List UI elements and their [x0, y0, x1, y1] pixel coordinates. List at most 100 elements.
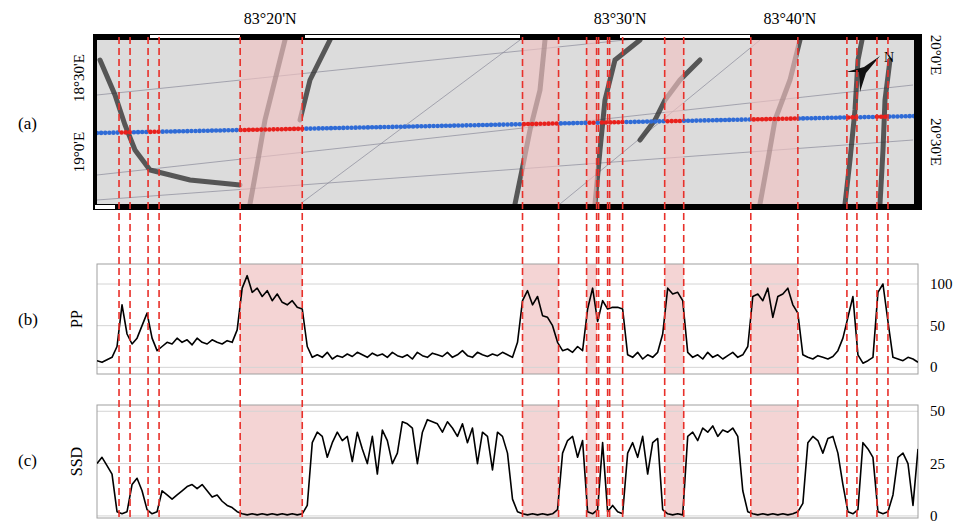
y-tick-label: 100: [930, 276, 953, 292]
track-point: [132, 130, 137, 135]
track-point: [862, 115, 867, 120]
track-point: [378, 125, 383, 130]
lead-boundary: [607, 37, 609, 518]
track-point: [567, 121, 572, 126]
track-point: [702, 118, 707, 123]
track-point: [169, 129, 174, 134]
north-label: N: [884, 50, 894, 65]
track-point: [509, 122, 514, 127]
lead-shade: [665, 405, 684, 518]
track-point: [538, 122, 543, 127]
lon-label: 20°30'E: [928, 118, 944, 166]
track-point: [776, 117, 781, 122]
lead-boundary: [586, 37, 588, 518]
lead-shade: [751, 40, 798, 204]
track-point: [575, 121, 580, 126]
track-point: [883, 114, 888, 119]
track-point: [431, 124, 436, 129]
track-point: [871, 115, 876, 120]
lon-label: 20°0'E: [928, 35, 944, 75]
lon-label: 18°30'E: [71, 54, 87, 102]
track-point: [255, 127, 260, 132]
map-gridline: [300, 40, 520, 204]
frame-segment: [150, 35, 240, 38]
track-point: [140, 130, 145, 135]
panel-1: 050100PP(b): [18, 264, 953, 375]
track-point: [694, 118, 699, 123]
track-point: [505, 122, 510, 127]
track-point: [177, 129, 182, 134]
track-point: [398, 124, 403, 129]
grid-line: [97, 284, 918, 285]
plot-area: [97, 420, 918, 515]
lead-boundary: [856, 37, 858, 518]
track-point: [805, 116, 810, 121]
panel-2: 02550SSD(c): [18, 403, 945, 524]
track-point: [374, 125, 379, 130]
lead-boundary: [622, 37, 624, 518]
track-point: [678, 119, 683, 124]
track-point: [850, 115, 855, 120]
lead-texture: [100, 60, 240, 185]
track-point: [616, 120, 621, 125]
track-point: [834, 115, 839, 120]
frame-segment: [620, 35, 750, 38]
track-point: [288, 127, 293, 132]
lat-label: 83°20'N: [244, 10, 297, 27]
lead-boundary: [522, 37, 524, 518]
track-point: [879, 114, 884, 119]
lead-texture: [300, 40, 330, 120]
plot-area: [97, 276, 918, 364]
track-point: [579, 121, 584, 126]
lon-label: 19°0'E: [71, 132, 87, 172]
track-point: [312, 126, 317, 131]
track-point: [251, 127, 256, 132]
track-point: [838, 115, 843, 120]
track-point: [899, 114, 904, 119]
track-point: [472, 123, 477, 128]
track-point: [247, 128, 252, 133]
lead-boundary: [797, 37, 799, 518]
track-point: [624, 120, 629, 125]
track-point: [284, 127, 289, 132]
lead-boundary: [750, 37, 752, 518]
track-point: [731, 118, 736, 123]
lead-boundary: [239, 37, 241, 518]
lead-shade: [751, 405, 798, 518]
track-point: [821, 116, 826, 121]
lead-shade: [240, 264, 302, 374]
track-point: [710, 118, 715, 123]
track-point: [637, 119, 642, 124]
frame-segment: [305, 35, 520, 38]
lead-shade: [523, 40, 559, 204]
track-point: [411, 124, 416, 129]
track-point: [842, 115, 847, 120]
lead-boundary: [118, 37, 120, 518]
track-point: [435, 124, 440, 129]
track-point: [259, 127, 264, 132]
track-point: [596, 120, 601, 125]
track-point: [501, 122, 506, 127]
track-point: [739, 117, 744, 122]
track-point: [485, 123, 490, 128]
track-point: [628, 120, 633, 125]
plot-frame: [97, 264, 918, 374]
lead-shade: [587, 40, 597, 204]
y-tick-label: 50: [930, 403, 945, 419]
track-point: [103, 131, 108, 136]
track-point: [345, 126, 350, 131]
map-gridline: [560, 40, 760, 204]
lead-boundary: [558, 37, 560, 518]
track-point: [497, 122, 502, 127]
track-point: [415, 124, 420, 129]
track-point: [649, 119, 654, 124]
map-content: [97, 40, 914, 204]
track-point: [218, 128, 223, 133]
plot-frame: [97, 405, 918, 518]
track-point: [587, 121, 592, 126]
lead-shade: [587, 405, 597, 518]
track-point: [164, 129, 169, 134]
track-point: [197, 129, 202, 134]
track-point: [489, 123, 494, 128]
track-point: [271, 127, 276, 132]
